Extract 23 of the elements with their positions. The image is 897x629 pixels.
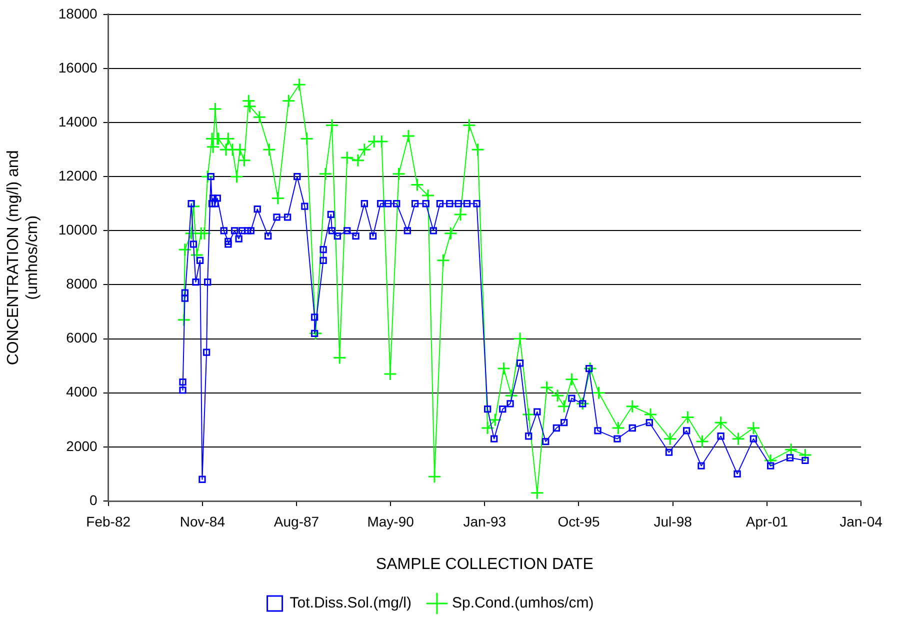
y-tick-label: 6000	[66, 330, 98, 346]
y-tick-label: 14000	[58, 113, 98, 130]
y-tick-label: 16000	[58, 59, 98, 76]
x-tick-label: Oct-95	[558, 513, 600, 530]
y-tick-label: 4000	[66, 384, 98, 400]
y-axis-title: CONCENTRATION (mg/l) and (umhos/cm)	[5, 150, 42, 366]
x-tick-label: Aug-87	[274, 513, 320, 530]
x-tick-label: Apr-01	[746, 513, 788, 530]
y-tick-label: 8000	[66, 276, 98, 292]
x-tick-label: Feb-82	[86, 513, 131, 530]
x-axis-title: SAMPLE COLLECTION DATE	[376, 556, 594, 573]
legend-label: Tot.Diss.Sol.(mg/l)	[290, 594, 412, 612]
x-tick-label: Nov-84	[180, 513, 226, 530]
x-tick-label: Jan-93	[463, 513, 506, 530]
legend-label: Sp.Cond.(umhos/cm)	[452, 594, 594, 612]
x-tick-label: Jan-04	[840, 513, 883, 530]
y-tick-label: 0	[90, 492, 98, 508]
y-tick-label: 10000	[58, 222, 98, 238]
y-tick-label: 2000	[66, 438, 98, 454]
x-tick-label: Jul-98	[654, 513, 692, 530]
y-tick-label: 12000	[58, 167, 98, 184]
y-tick-label: 18000	[58, 5, 98, 22]
x-tick-label: May-90	[367, 513, 414, 530]
